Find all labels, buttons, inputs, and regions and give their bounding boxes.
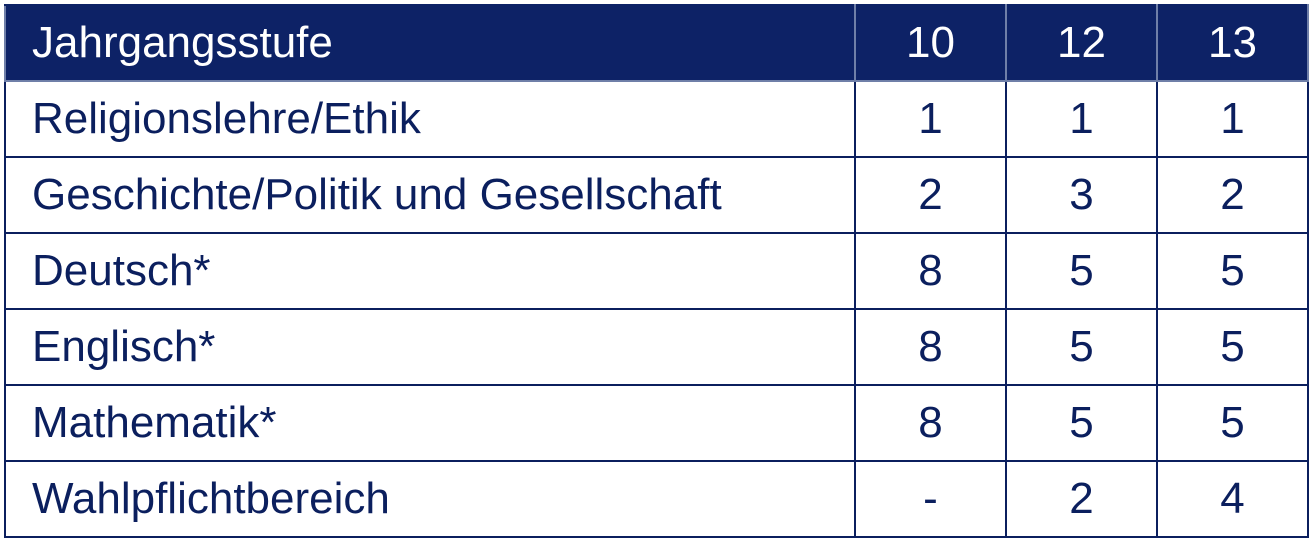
hours-cell: 5 <box>1156 308 1309 386</box>
hours-cell: 8 <box>854 384 1007 462</box>
table-row: Geschichte/Politik und Gesellschaft 2 3 … <box>4 156 1309 234</box>
header-grade-12: 12 <box>1005 4 1158 82</box>
hours-cell: 4 <box>1156 460 1309 538</box>
hours-cell: - <box>854 460 1007 538</box>
subject-cell: Wahlpflichtbereich <box>4 460 856 538</box>
hours-cell: 3 <box>1005 156 1158 234</box>
hours-cell: 5 <box>1005 232 1158 310</box>
hours-cell: 1 <box>854 80 1007 158</box>
subject-cell: Mathematik* <box>4 384 856 462</box>
hours-cell: 2 <box>1156 156 1309 234</box>
header-grade-level-label: Jahrgangsstufe <box>4 4 856 82</box>
subject-cell: Geschichte/Politik und Gesellschaft <box>4 156 856 234</box>
hours-cell: 5 <box>1156 384 1309 462</box>
hours-cell: 2 <box>854 156 1007 234</box>
hours-cell: 8 <box>854 308 1007 386</box>
timetable-hours-table: Jahrgangsstufe 10 12 13 Religionslehre/E… <box>4 4 1309 538</box>
header-grade-13: 13 <box>1156 4 1309 82</box>
hours-cell: 8 <box>854 232 1007 310</box>
subject-cell: Deutsch* <box>4 232 856 310</box>
hours-cell: 5 <box>1005 308 1158 386</box>
hours-cell: 5 <box>1005 384 1158 462</box>
hours-cell: 2 <box>1005 460 1158 538</box>
hours-cell: 5 <box>1156 232 1309 310</box>
table-header-row: Jahrgangsstufe 10 12 13 <box>4 4 1309 82</box>
table-row: Englisch* 8 5 5 <box>4 308 1309 386</box>
table-row: Mathematik* 8 5 5 <box>4 384 1309 462</box>
table-row: Deutsch* 8 5 5 <box>4 232 1309 310</box>
table-row: Religionslehre/Ethik 1 1 1 <box>4 80 1309 158</box>
subject-cell: Religionslehre/Ethik <box>4 80 856 158</box>
hours-cell: 1 <box>1005 80 1158 158</box>
header-grade-10: 10 <box>854 4 1007 82</box>
hours-cell: 1 <box>1156 80 1309 158</box>
table-row: Wahlpflichtbereich - 2 4 <box>4 460 1309 538</box>
subject-cell: Englisch* <box>4 308 856 386</box>
